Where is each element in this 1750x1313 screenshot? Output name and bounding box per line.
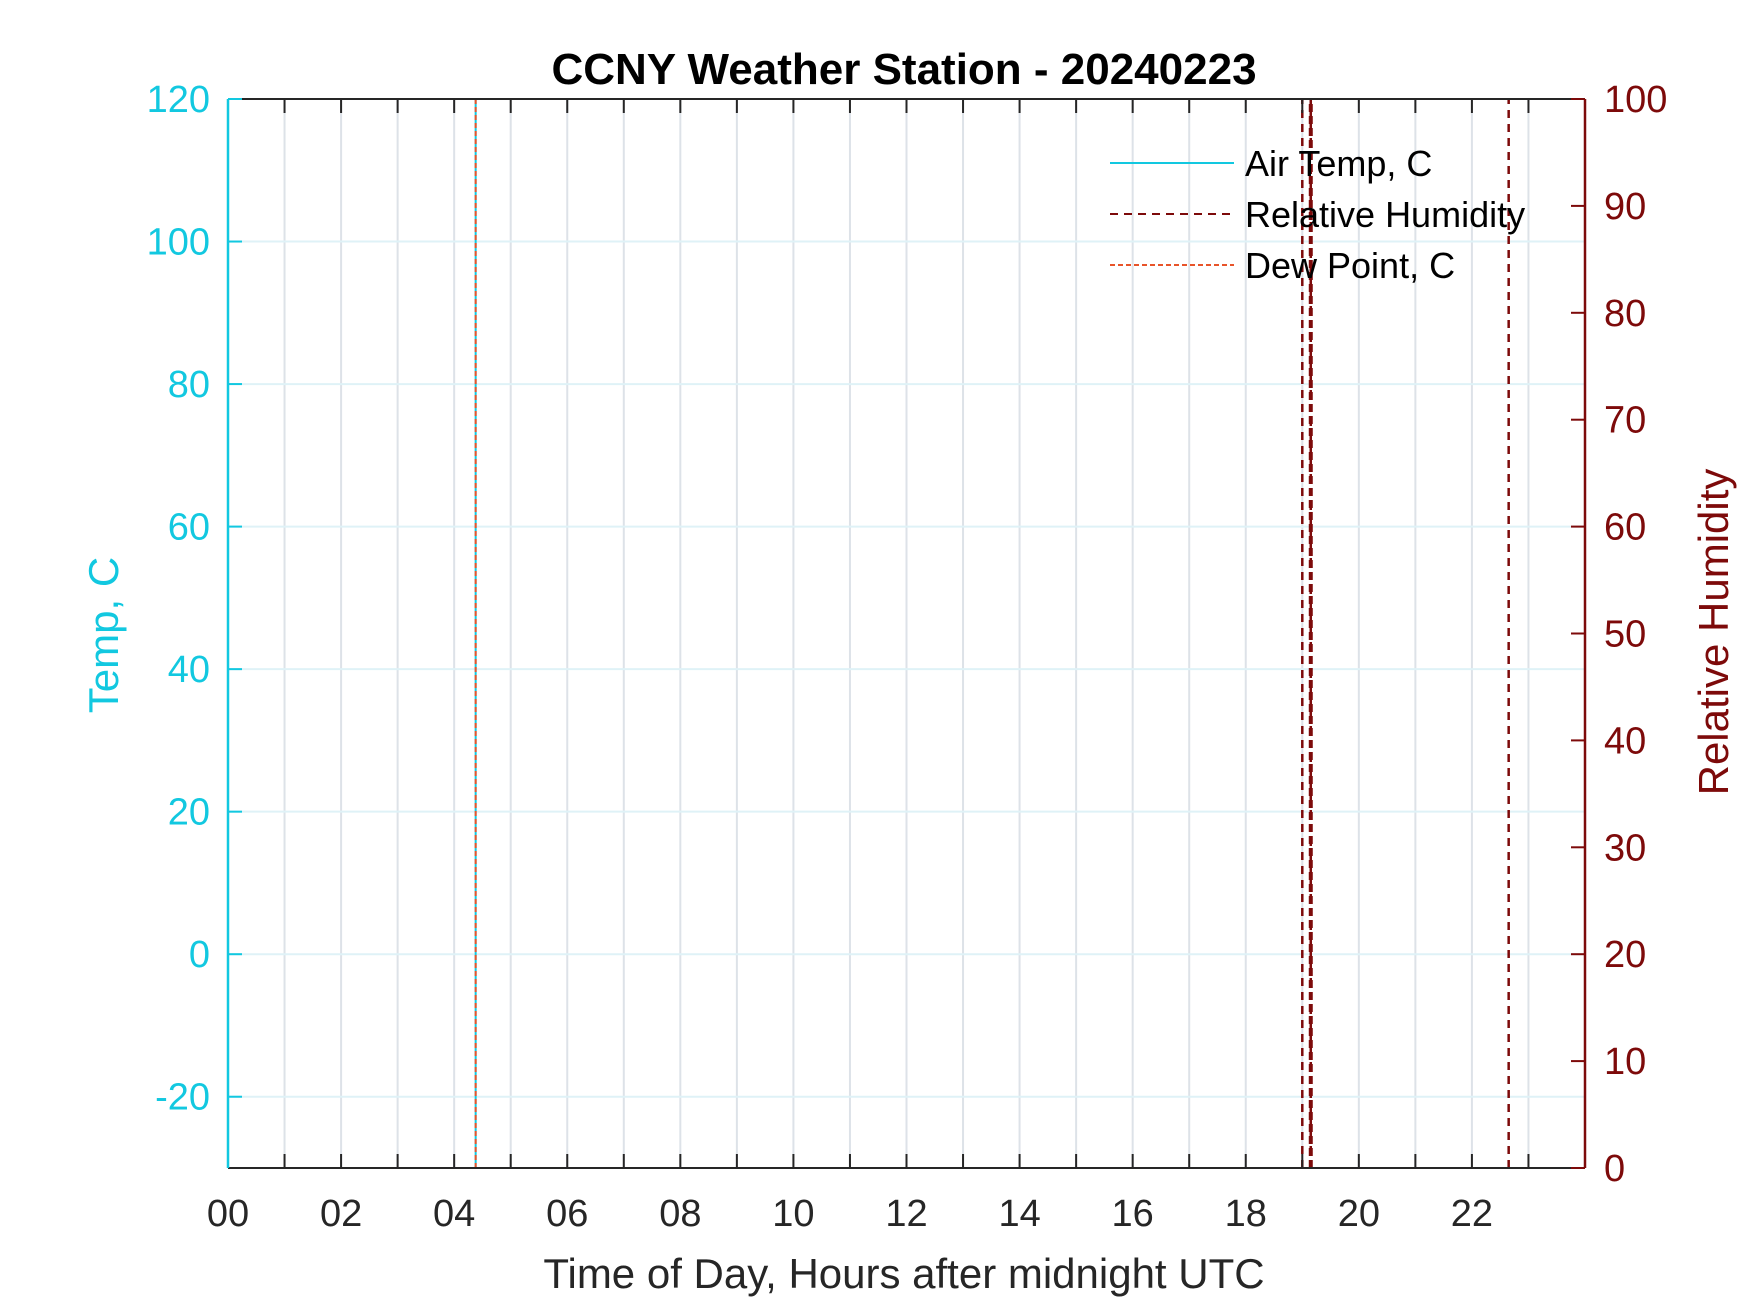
left-y-tick-label: 100	[147, 222, 210, 264]
grid-lines	[228, 98, 1585, 1168]
x-tick-label: 14	[998, 1193, 1040, 1235]
right-y-tick-label: 100	[1604, 79, 1667, 121]
legend-label-relative-humidity: Relative Humidity	[1245, 194, 1525, 235]
left-y-tick-label: 80	[168, 364, 210, 406]
right-y-tick-label: 60	[1604, 507, 1646, 549]
left-y-tick-label: 120	[147, 79, 210, 121]
x-tick-label: 02	[320, 1193, 362, 1235]
series-layer	[474, 99, 1510, 1168]
left-y-tick-label: -20	[155, 1077, 210, 1119]
legend-label-air-temp: Air Temp, C	[1245, 143, 1432, 184]
left-y-tick-label: 60	[168, 507, 210, 549]
right-y-tick-label: 90	[1604, 186, 1646, 228]
axes-layer	[226, 98, 1587, 1169]
x-tick-label: 04	[433, 1193, 475, 1235]
left-y-tick-label: 20	[168, 792, 210, 834]
x-tick-label: 12	[885, 1193, 927, 1235]
right-y-tick-label: 80	[1604, 293, 1646, 335]
x-tick-label: 06	[546, 1193, 588, 1235]
left-y-tick-label: 0	[189, 934, 210, 976]
legend: Air Temp, C Relative Humidity Dew Point,…	[1110, 143, 1525, 286]
legend-label-dew-point: Dew Point, C	[1245, 245, 1455, 286]
x-axis-label: Time of Day, Hours after midnight UTC	[543, 1250, 1264, 1297]
tick-layer: 00 02 04 06 08 10 12 14 16 18 20 22-200204060801001…	[147, 79, 1668, 1235]
chart-title: CCNY Weather Station - 20240223	[551, 45, 1256, 94]
x-tick-label: 18	[1225, 1193, 1267, 1235]
right-y-tick-label: 0	[1604, 1148, 1625, 1190]
right-y-tick-label: 10	[1604, 1041, 1646, 1083]
x-tick-label: 16	[1112, 1193, 1154, 1235]
right-y-tick-label: 30	[1604, 827, 1646, 869]
right-y-tick-label: 40	[1604, 720, 1646, 762]
x-tick-label: 10	[772, 1193, 814, 1235]
left-y-axis-label: Temp, C	[80, 557, 127, 713]
x-tick-label: 00	[207, 1193, 249, 1235]
right-y-tick-label: 20	[1604, 934, 1646, 976]
x-tick-label: 20	[1338, 1193, 1380, 1235]
right-y-tick-label: 70	[1604, 400, 1646, 442]
x-tick-label: 08	[659, 1193, 701, 1235]
right-y-tick-label: 50	[1604, 614, 1646, 656]
x-tick-label: 22	[1451, 1193, 1493, 1235]
right-y-axis-label: Relative Humidity	[1690, 469, 1737, 796]
left-y-tick-label: 40	[168, 649, 210, 691]
